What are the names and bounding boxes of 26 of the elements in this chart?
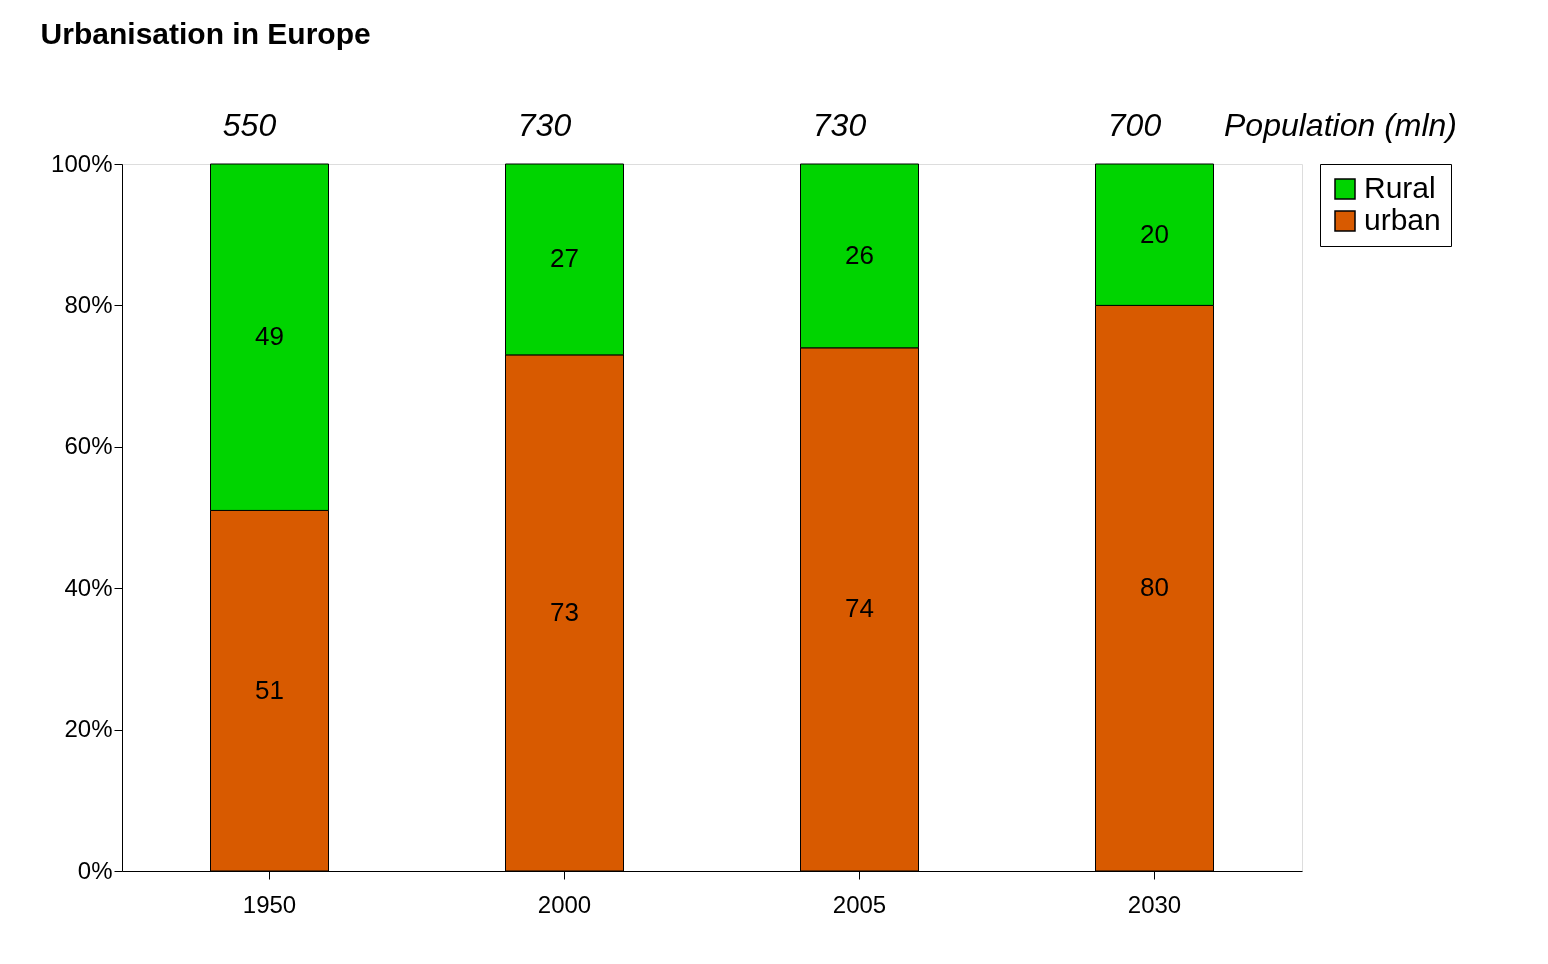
y-tick-label: 20%: [64, 715, 113, 743]
y-tick-label: 40%: [64, 573, 113, 601]
y-tick-label: 0%: [77, 856, 113, 884]
text: 550: [222, 107, 277, 143]
data-label: 20: [1140, 218, 1169, 249]
x-tick-label: 2005: [832, 890, 887, 918]
data-label: 51: [255, 674, 284, 705]
chart-title: Urbanisation in Europe: [40, 17, 371, 50]
data-label: 73: [550, 596, 579, 627]
data-label: 74: [845, 593, 874, 624]
data-label: 49: [255, 321, 284, 352]
legend-label: Rural: [1364, 171, 1436, 204]
text: 730: [517, 107, 572, 143]
legend-label: urban: [1364, 203, 1441, 236]
data-label: 27: [550, 243, 579, 274]
data-label: 26: [845, 239, 874, 270]
y-tick-label: 60%: [64, 432, 113, 460]
x-tick-label: 1950: [242, 890, 297, 918]
y-tick-label: 100%: [51, 149, 113, 177]
y-tick-label: 80%: [64, 290, 113, 318]
x-tick-label: 2000: [537, 890, 592, 918]
data-label: 80: [1140, 572, 1169, 603]
text: 700: [1107, 107, 1162, 143]
text: 730: [812, 107, 867, 143]
x-tick-label: 2030: [1127, 890, 1182, 918]
text: Population (mln): [1224, 107, 1457, 143]
